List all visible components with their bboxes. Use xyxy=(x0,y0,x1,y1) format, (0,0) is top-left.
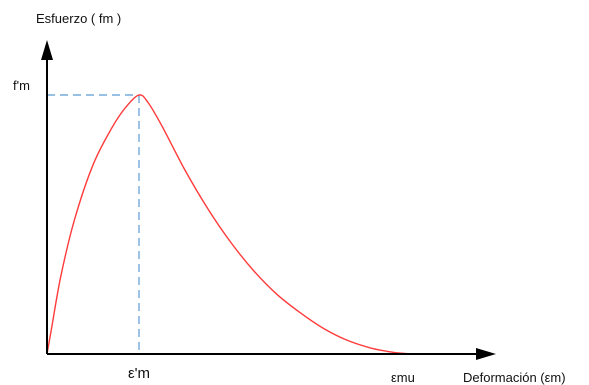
y-axis-arrow xyxy=(41,40,53,60)
x-axis-label: Deformación (εm) xyxy=(463,370,566,385)
x-tick-label-ultimate-strain: εmu xyxy=(391,370,415,385)
x-tick-label-peak-strain: ε'm xyxy=(128,365,150,382)
y-axis-label: Esfuerzo ( fm ) xyxy=(36,11,121,26)
y-tick-label-fm: f'm xyxy=(13,78,30,93)
x-axis-arrow xyxy=(476,348,496,360)
plot-area xyxy=(46,94,416,355)
stress-strain-curve xyxy=(46,94,416,355)
